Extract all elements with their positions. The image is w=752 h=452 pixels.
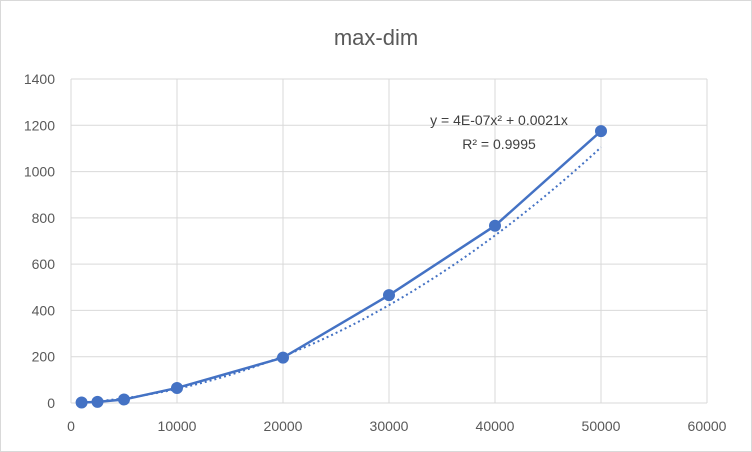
y-tick-label: 0 [47, 395, 55, 411]
x-tick-label: 30000 [370, 418, 409, 434]
y-tick-label: 1200 [24, 117, 55, 133]
data-point [383, 289, 395, 302]
y-tick-label: 600 [32, 256, 56, 272]
data-point [171, 381, 183, 394]
data-points [75, 125, 607, 409]
x-tick-label: 50000 [582, 418, 621, 434]
y-tick-label: 400 [32, 302, 56, 318]
x-tick-label: 60000 [688, 418, 727, 434]
trendline-equation: y = 4E-07x² + 0.0021x [430, 112, 568, 128]
y-tick-label: 1000 [24, 164, 55, 180]
x-tick-label: 10000 [158, 418, 197, 434]
x-tick-label: 0 [67, 418, 75, 434]
y-tick-label: 200 [32, 349, 56, 365]
data-point [595, 125, 607, 138]
x-tick-label: 40000 [476, 418, 515, 434]
data-point [118, 393, 130, 406]
data-point [489, 219, 501, 232]
trendline-r-squared: R² = 0.9995 [462, 136, 536, 152]
y-tick-labels: 0 200 400 600 800 1000 1200 1400 [24, 71, 55, 411]
x-tick-label: 20000 [264, 418, 303, 434]
data-point [91, 395, 104, 408]
trendline [81, 146, 602, 404]
grid [70, 78, 708, 404]
y-tick-label: 800 [32, 210, 56, 226]
data-point [75, 396, 88, 409]
data-point [277, 351, 289, 364]
y-tick-label: 1400 [24, 71, 55, 87]
x-tick-labels: 0 10000 20000 30000 40000 50000 60000 [67, 418, 727, 434]
chart-title: max-dim [334, 25, 418, 50]
